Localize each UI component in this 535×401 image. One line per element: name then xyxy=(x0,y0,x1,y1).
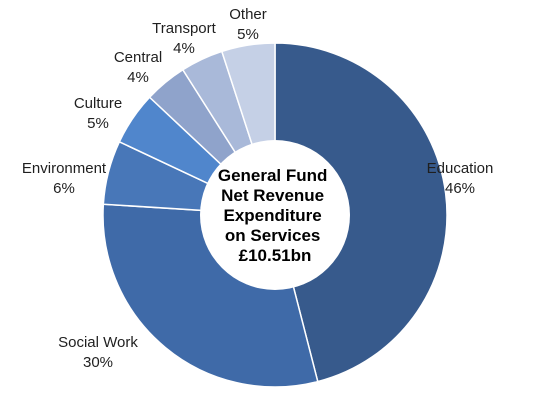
slice-label-name: Other xyxy=(229,6,267,23)
slice-label-environment: Environment 6% xyxy=(22,160,107,197)
center-label: General Fund Net Revenue Expenditure on … xyxy=(218,166,332,265)
slice-label-name: Transport xyxy=(152,20,216,37)
center-label-line-2: Net Revenue xyxy=(221,186,324,205)
slice-label-transport: Transport 4% xyxy=(152,20,216,57)
slice-label-value: 5% xyxy=(237,26,259,43)
slice-label-value: 46% xyxy=(445,180,475,197)
slice-label-value: 4% xyxy=(127,69,149,86)
slice-label-culture: Culture 5% xyxy=(74,95,122,132)
slice-label-name: Education xyxy=(427,160,494,177)
slice-label-name: Environment xyxy=(22,160,107,177)
slice-label-central: Central 4% xyxy=(114,49,162,86)
center-label-line-1: General Fund xyxy=(218,166,328,185)
slice-label-name: Social Work xyxy=(58,334,138,351)
slice-label-name: Culture xyxy=(74,95,122,112)
center-label-line-4: on Services xyxy=(225,226,320,245)
slice-labels: Education 46% Social Work 30% Environment 6% C… xyxy=(22,6,493,371)
slice-label-value: 5% xyxy=(87,115,109,132)
donut-hole xyxy=(200,140,350,290)
slice-label-other: Other 5% xyxy=(229,6,267,43)
center-label-line-5: £10.51bn xyxy=(239,246,312,265)
slice-label-value: 30% xyxy=(83,354,113,371)
slice-label-name: Central xyxy=(114,49,162,66)
slice-education xyxy=(274,42,448,383)
center-label-line-3: Expenditure xyxy=(224,206,322,225)
slice-label-value: 4% xyxy=(173,40,195,57)
slice-label-value: 6% xyxy=(53,180,75,197)
slice-label-social-work: Social Work 30% xyxy=(58,334,138,371)
slice-label-education: Education 46% xyxy=(427,160,494,197)
